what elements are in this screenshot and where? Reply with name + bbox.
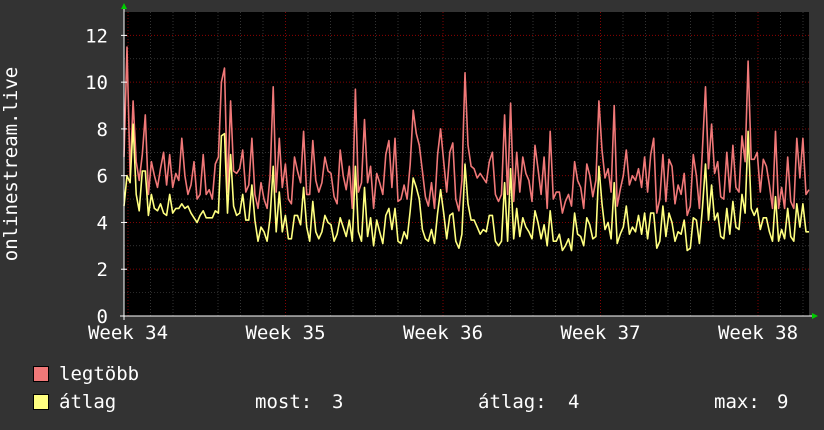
stat-max-label: max: <box>714 391 760 413</box>
legend-row-avg: átlag most: 3 átlag: 4 max: 9 <box>0 390 824 414</box>
stat-average-label: átlag: <box>478 391 547 413</box>
legend-swatch-avg <box>33 394 49 410</box>
series-layer <box>123 46 810 252</box>
x-tick-label: Week 37 <box>560 322 640 344</box>
stat-current-label: most: <box>255 391 313 413</box>
x-axis-arrow-icon <box>812 313 818 319</box>
y-tick-label: 4 <box>97 212 108 234</box>
y-tick-label: 6 <box>97 166 108 188</box>
legend-label-max: legtöbb <box>59 363 140 385</box>
y-axis-label: onlinestream.live <box>0 67 22 261</box>
x-tick-label: Week 34 <box>88 322 168 344</box>
x-tick-label: Week 35 <box>245 322 325 344</box>
series-line-average <box>123 123 809 252</box>
series-line-max <box>123 46 810 217</box>
y-tick-label: 0 <box>97 306 108 328</box>
y-axis-arrow-icon <box>121 3 127 9</box>
legend-swatch-max <box>33 366 49 382</box>
stat-average-value: 4 <box>568 391 580 413</box>
x-tick-label: Week 38 <box>718 322 798 344</box>
y-tick-label: 8 <box>97 119 108 141</box>
stat-max-value: 9 <box>777 391 789 413</box>
legend-row-max: legtöbb <box>0 362 824 386</box>
axes <box>120 3 818 320</box>
stat-current-value: 3 <box>332 391 344 413</box>
tick-labels: 0 2 4 6 8 10 12 Week 34 Week 35 Week 36 Week 37 Wee… <box>85 25 798 344</box>
x-tick-label: Week 36 <box>403 322 483 344</box>
y-tick-label: 12 <box>85 25 108 47</box>
legend-label-avg: átlag <box>59 391 117 413</box>
y-tick-label: 2 <box>97 259 108 281</box>
y-tick-label: 10 <box>85 72 108 94</box>
